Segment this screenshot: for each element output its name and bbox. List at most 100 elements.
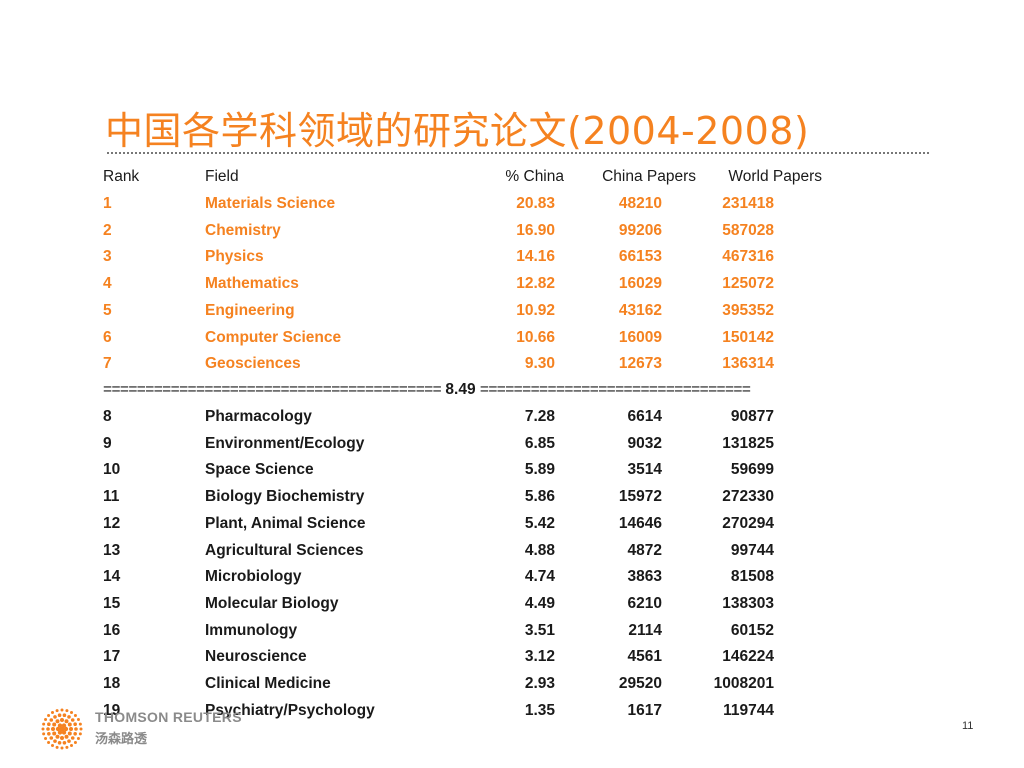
row-pct-china: 16.90 [516,221,555,239]
logo-name: THOMSON REUTERS [95,709,242,725]
row-field: Agricultural Sciences [205,541,364,559]
row-world-papers: 150142 [722,328,774,346]
row-field: Molecular Biology [205,594,339,612]
world-average-value: 8.49 [445,381,476,398]
row-field: Neuroscience [205,648,307,666]
row-china-papers: 48210 [618,195,662,212]
table-row: 1 Materials Science 20.83 48210 231418 [0,192,1024,216]
row-world-papers: 136314 [722,355,774,373]
table-row: 5 Engineering 10.92 43162 395352 [0,299,1024,323]
row-world-papers: 138303 [722,594,774,612]
row-china-papers: 4872 [627,541,662,559]
row-field: Space Science [205,461,314,479]
row-china-papers: 15972 [618,488,662,506]
table-row: 7 Geosciences 9.30 12673 136314 [0,352,1024,376]
row-world-papers: 1008201 [713,675,774,692]
table-row: 8 Pharmacology 7.28 6614 90877 [0,405,1024,429]
row-rank: 18 [103,675,121,692]
row-pct-china: 20.83 [516,195,555,212]
row-field: Mathematics [205,275,299,293]
row-field: Immunology [205,621,298,639]
row-rank: 9 [103,434,112,452]
row-world-papers: 90877 [730,408,774,425]
row-rank: 2 [103,221,112,239]
row-world-papers: 60152 [730,621,774,639]
row-rank: 3 [103,248,112,266]
row-pct-china: 5.42 [524,514,555,532]
row-pct-china: 3.12 [524,648,555,666]
row-rank: 15 [103,594,121,612]
header-pct-china: % China [505,168,564,185]
row-world-papers: 270294 [722,514,774,532]
row-china-papers: 4561 [627,648,662,666]
row-rank: 10 [103,461,121,479]
row-pct-china: 4.49 [524,594,555,612]
row-pct-china: 4.88 [524,541,555,559]
average-separator-row: ========================================… [103,378,903,402]
row-world-papers: 131825 [722,434,774,452]
row-world-papers: 119744 [723,701,774,719]
row-china-papers: 1617 [627,701,662,719]
row-china-papers: 14646 [618,514,662,532]
row-field: Microbiology [205,568,302,586]
table-row: 10 Space Science 5.89 3514 59699 [0,458,1024,482]
separator-right: ================================ [479,381,751,398]
table-header-row: Rank Field % China China Papers World Pa… [0,165,1024,189]
table-row: 19 Psychiatry/Psychology 1.35 1617 119744 [0,699,1024,723]
row-field: Computer Science [205,328,342,346]
thomson-reuters-logo: THOMSON REUTERS 汤森路透 [40,702,250,752]
row-field: Environment/Ecology [205,434,365,452]
row-pct-china: 10.92 [516,301,555,319]
row-china-papers: 3863 [627,568,662,586]
row-china-papers: 6614 [627,408,662,425]
table-row: 16 Immunology 3.51 2114 60152 [0,619,1024,643]
row-pct-china: 9.30 [524,355,555,373]
thomson-reuters-dot-logo-icon [41,708,83,750]
row-rank: 14 [103,568,121,586]
logo-chinese-name: 汤森路透 [95,732,148,747]
row-rank: 12 [103,514,121,532]
table-row: 12 Plant, Animal Science 5.42 14646 270294 [0,512,1024,536]
table-row: 18 Clinical Medicine 2.93 29520 1008201 [0,672,1024,696]
row-china-papers: 16029 [618,275,662,293]
row-china-papers: 3514 [627,461,662,479]
row-world-papers: 59699 [730,461,774,479]
table-row: 15 Molecular Biology 4.49 6210 138303 [0,592,1024,616]
table-row: 14 Microbiology 4.74 3863 81508 [0,565,1024,589]
row-china-papers: 16009 [618,328,662,346]
row-world-papers: 99744 [730,541,774,559]
row-world-papers: 272330 [722,488,774,506]
row-china-papers: 9032 [627,434,662,452]
row-field: Physics [205,248,264,266]
row-rank: 6 [103,328,112,346]
page-number: 11 [962,720,974,732]
row-china-papers: 29520 [618,675,662,692]
row-rank: 11 [103,488,120,506]
row-field: Biology Biochemistry [205,488,365,506]
table-row: 9 Environment/Ecology 6.85 9032 131825 [0,432,1024,456]
row-field: Pharmacology [205,408,312,425]
row-pct-china: 5.86 [524,488,555,506]
row-field: Engineering [205,301,295,319]
row-pct-china: 10.66 [516,328,555,346]
row-world-papers: 587028 [722,221,774,239]
row-rank: 19 [103,701,121,719]
row-pct-china: 7.28 [524,408,555,425]
table-row: 6 Computer Science 10.66 16009 150142 [0,326,1024,350]
row-world-papers: 231418 [722,195,774,212]
title-divider [107,152,929,154]
row-field: Chemistry [205,221,281,239]
row-pct-china: 4.74 [524,568,555,586]
table-row: 13 Agricultural Sciences 4.88 4872 99744 [0,539,1024,563]
row-rank: 13 [103,541,121,559]
row-pct-china: 1.35 [524,701,555,719]
row-pct-china: 3.51 [524,621,555,639]
row-pct-china: 12.82 [516,275,555,293]
table-row: 2 Chemistry 16.90 99206 587028 [0,219,1024,243]
row-pct-china: 5.89 [524,461,555,479]
header-field: Field [205,168,239,185]
table-row: 17 Neuroscience 3.12 4561 146224 [0,645,1024,669]
row-pct-china: 2.93 [524,675,555,692]
row-world-papers: 81508 [730,568,774,586]
row-rank: 17 [103,648,121,666]
